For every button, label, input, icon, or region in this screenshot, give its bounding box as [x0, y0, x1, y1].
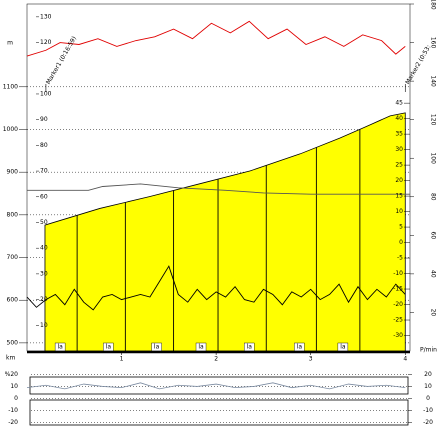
- x-tick-label: 2: [214, 356, 218, 363]
- y2-tick-label: -10: [423, 407, 433, 414]
- y4-tick-label: 20: [430, 309, 437, 317]
- y3-tick-label: 10: [395, 208, 403, 215]
- y3-tick-label: 30: [395, 146, 403, 153]
- y2-tick-label: 90: [40, 116, 48, 123]
- y2-tick-label: 80: [40, 142, 48, 149]
- x-tick-label: 4: [403, 356, 407, 363]
- y2-tick-label: 50: [40, 219, 48, 226]
- y2-tick-label: 70: [40, 168, 48, 175]
- y-tick-label: 900: [7, 169, 19, 176]
- y2-tick-label: 20: [40, 296, 48, 303]
- y-tick-label: 600: [7, 297, 19, 304]
- y2-tick-label: 120: [40, 39, 52, 46]
- y4-tick-label: 100: [430, 152, 437, 164]
- altitude-area: [44, 112, 406, 352]
- lap-label: la: [154, 344, 160, 351]
- data-line: [26, 265, 406, 311]
- y4-tick-label: 40: [430, 270, 437, 278]
- x-tick-label: 1: [120, 356, 124, 363]
- y-tick-label: 800: [7, 211, 19, 218]
- y2-tick-label: 20: [424, 371, 432, 378]
- y2-tick-label: 0: [426, 395, 430, 402]
- y3-tick-label: 40: [395, 115, 403, 122]
- x-axis-label: km: [6, 355, 15, 362]
- y-tick-label: 700: [7, 254, 19, 261]
- y3-tick-label: 25: [395, 162, 403, 169]
- y3-tick-label: -5: [397, 255, 403, 262]
- lap-label: la: [198, 344, 204, 351]
- lower-box: [29, 376, 409, 395]
- x-tick-label: 3: [309, 356, 313, 363]
- y2-tick-label: 10: [40, 322, 48, 329]
- y3-tick-label: 45: [395, 100, 403, 107]
- y2-tick-label: 60: [40, 193, 48, 200]
- y4-tick-label: 60: [430, 232, 437, 240]
- y-tick-label: 1100: [3, 83, 18, 90]
- y-tick-label: %20: [5, 371, 19, 378]
- y4-tick-label: 160: [430, 37, 437, 49]
- y4-tick-label: 120: [430, 114, 437, 126]
- lower-box: [29, 399, 409, 426]
- y3-tick-label: 35: [395, 131, 403, 138]
- y2-tick-label: 130: [40, 13, 52, 20]
- y3-tick-label: 20: [395, 177, 403, 184]
- y3-tick-label: -25: [393, 317, 403, 324]
- y-tick-label: 1000: [3, 126, 18, 133]
- y-tick-label: -20: [8, 419, 18, 426]
- y-tick-label: -10: [8, 407, 18, 414]
- y3-tick-label: -30: [393, 332, 403, 339]
- y3-tick-label: 0: [399, 239, 403, 246]
- y3-tick-label: 15: [395, 193, 403, 200]
- lap-label: la: [247, 344, 253, 351]
- y2-tick-label: 30: [40, 270, 48, 277]
- y4-axis-label: P/min: [420, 347, 437, 354]
- y3-tick-label: -20: [393, 301, 403, 308]
- lap-label: la: [297, 344, 303, 351]
- y2-tick-label: 10: [424, 383, 432, 390]
- y3-tick-label: 5: [399, 224, 403, 231]
- y4-tick-label: 140: [430, 75, 437, 87]
- data-line: [26, 382, 406, 390]
- y2-tick-label: 40: [40, 245, 48, 252]
- y-tick-label: 0: [14, 395, 18, 402]
- y-tick-label: 500: [7, 339, 19, 346]
- lap-label: la: [57, 344, 63, 351]
- y2-tick-label: 100: [40, 90, 52, 97]
- y-axis-label: m: [7, 40, 13, 47]
- data-line: [27, 183, 410, 195]
- y3-tick-label: -15: [393, 286, 403, 293]
- lap-label: la: [340, 344, 346, 351]
- lap-label: la: [106, 344, 112, 351]
- y2-tick-label: -20: [423, 419, 433, 426]
- y3-tick-label: -10: [393, 270, 403, 277]
- y4-tick-label: 80: [430, 193, 437, 201]
- data-line: [26, 20, 406, 57]
- y4-tick-label: 180: [430, 0, 437, 10]
- y-tick-label: 10: [10, 383, 18, 390]
